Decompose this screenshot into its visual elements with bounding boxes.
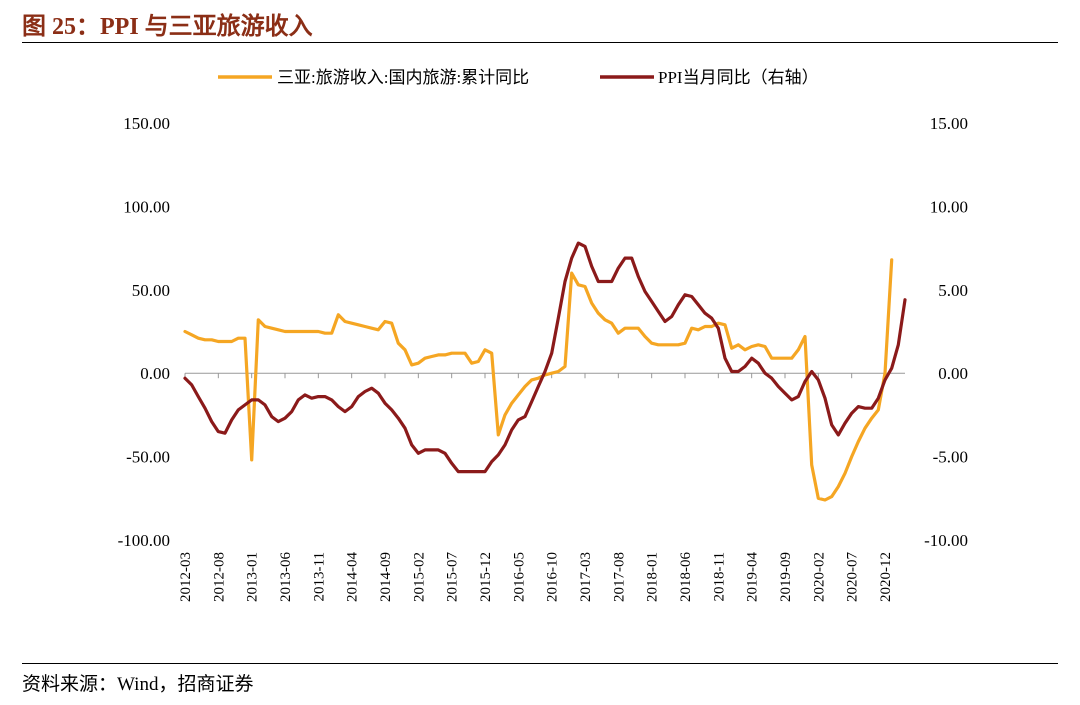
y-left-tick-label: -100.00 — [118, 531, 170, 550]
x-tick-label: 2012-08 — [211, 552, 227, 602]
x-tick-label: 2020-12 — [878, 552, 894, 602]
y-axis-left: 150.00 100.00 50.00 0.00 -50.00 -100.00 — [118, 114, 170, 550]
legend-label-ppi: PPI当月同比（右轴） — [658, 68, 819, 87]
y-left-tick-label: 100.00 — [123, 197, 170, 216]
y-left-tick-label: -50.00 — [126, 448, 170, 467]
x-tick-label: 2014-04 — [345, 552, 361, 602]
y-right-tick-label: -10.00 — [924, 531, 968, 550]
x-tick-label: 2013-01 — [245, 552, 261, 602]
y-right-tick-label: 15.00 — [930, 114, 968, 133]
x-tick-label: 2015-12 — [478, 552, 494, 602]
x-tick-label: 2018-06 — [678, 552, 694, 602]
x-tick-label: 2019-04 — [745, 552, 761, 602]
x-tick-label: 2020-02 — [811, 552, 827, 602]
series-line-sanya-tourism — [183, 258, 894, 502]
x-tick-label: 2018-11 — [711, 552, 727, 601]
x-tick-label: 2015-02 — [411, 552, 427, 602]
source-note: 资料来源：Wind，招商证券 — [22, 674, 254, 695]
x-tick-label: 2020-07 — [845, 552, 861, 602]
y-left-tick-label: 0.00 — [140, 364, 170, 383]
x-tick-label: 2014-09 — [378, 552, 394, 602]
y-right-tick-label: 0.00 — [938, 364, 968, 383]
chart: 三亚:旅游收入:国内旅游:累计同比 PPI当月同比（右轴） 150.00 100.0… — [118, 68, 968, 602]
y-right-tick-label: 5.00 — [938, 281, 968, 300]
footer-divider — [22, 663, 1058, 664]
y-right-tick-label: 10.00 — [930, 197, 968, 216]
legend: 三亚:旅游收入:国内旅游:累计同比 PPI当月同比（右轴） — [218, 68, 819, 87]
x-tick-label: 2017-03 — [578, 552, 594, 602]
title-divider — [22, 42, 1058, 43]
y-left-tick-label: 150.00 — [123, 114, 170, 133]
x-tick-label: 2012-03 — [178, 552, 194, 602]
y-left-tick-label: 50.00 — [132, 281, 170, 300]
x-tick-label: 2019-09 — [778, 552, 794, 602]
series-line-ppi — [183, 241, 907, 474]
y-right-tick-label: -5.00 — [933, 448, 968, 467]
x-tick-label: 2015-07 — [445, 552, 461, 602]
chart-title: 图 25：PPI 与三亚旅游收入 — [22, 14, 313, 40]
legend-label-sanya-tourism: 三亚:旅游收入:国内旅游:累计同比 — [277, 68, 529, 87]
x-tick-label: 2017-08 — [611, 552, 627, 602]
series-lines — [183, 241, 907, 502]
x-tick-label: 2016-10 — [545, 552, 561, 602]
x-tick-label: 2016-05 — [511, 552, 527, 602]
x-tick-label: 2018-01 — [645, 552, 661, 602]
y-axis-right: 15.00 10.00 5.00 0.00 -5.00 -10.00 — [924, 114, 968, 550]
x-axis: 2012-03 2012-08 2013-01 2013-06 2013-11 2014-… — [178, 552, 894, 602]
x-tick-label: 2013-11 — [311, 552, 327, 601]
x-tick-label: 2013-06 — [278, 552, 294, 602]
